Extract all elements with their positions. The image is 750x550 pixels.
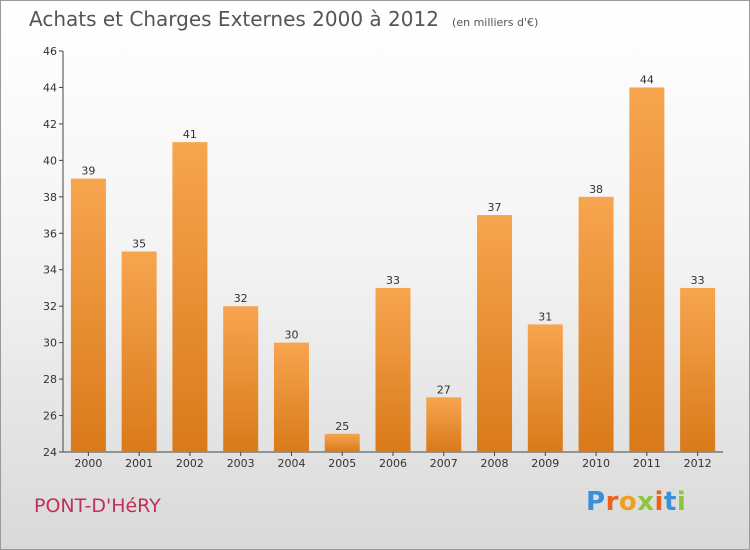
x-tick-label: 2007 <box>430 457 458 470</box>
bar-value-label: 39 <box>81 165 95 178</box>
x-tick-label: 2006 <box>379 457 407 470</box>
chart-title: Achats et Charges Externes 2000 à 2012 <box>29 7 439 31</box>
logo-letter: t <box>663 487 677 517</box>
bar <box>375 287 411 452</box>
chart-unit: (en milliers d'€) <box>452 16 539 29</box>
y-tick-label: 28 <box>43 373 57 386</box>
bar-value-label: 33 <box>691 274 705 287</box>
x-tick-label: 2009 <box>531 457 559 470</box>
x-tick-label: 2000 <box>74 457 102 470</box>
bar <box>273 342 309 452</box>
bar <box>629 87 665 453</box>
logo-letter: r <box>605 487 619 517</box>
y-tick-label: 40 <box>43 154 57 167</box>
x-tick-label: 2008 <box>481 457 509 470</box>
bars <box>70 87 716 453</box>
bar <box>578 196 614 452</box>
logo-letter: i <box>654 487 664 517</box>
x-tick-label: 2011 <box>633 457 661 470</box>
y-tick-label: 46 <box>43 45 57 58</box>
bar-value-label: 44 <box>640 73 654 86</box>
bar-value-label: 32 <box>234 292 248 305</box>
y-tick-label: 44 <box>43 81 57 94</box>
x-tick-label: 2005 <box>328 457 356 470</box>
x-tick-label: 2001 <box>125 457 153 470</box>
y-tick-label: 24 <box>43 446 57 459</box>
bar <box>70 178 106 452</box>
axes: 24 26 28 30 32 34 36 38 40 42 44 46 <box>43 45 723 459</box>
bar-value-label: 38 <box>589 183 603 196</box>
bar <box>172 142 208 453</box>
y-tick-label: 36 <box>43 227 57 240</box>
bar-value-label: 41 <box>183 128 197 141</box>
x-tick-label: 2002 <box>176 457 204 470</box>
bar <box>121 251 157 452</box>
bar-value-label: 30 <box>284 329 298 342</box>
bar-value-label: 37 <box>488 201 502 214</box>
labels: 39 2000 35 2001 41 2002 32 2003 30 2004 25 2005 33 20… <box>74 73 711 470</box>
commune-name: PONT-D'HéRY <box>34 495 161 517</box>
bar <box>223 306 259 452</box>
bar <box>324 433 360 452</box>
x-tick-label: 2004 <box>277 457 305 470</box>
chart-title-block: Achats et Charges Externes 2000 à 2012 (… <box>29 7 538 31</box>
proxiti-logo[interactable]: Proxiti <box>586 487 686 517</box>
bar-value-label: 35 <box>132 238 146 251</box>
bar <box>527 324 563 452</box>
bar-value-label: 25 <box>335 420 349 433</box>
y-tick-label: 42 <box>43 118 57 131</box>
logo-letter: x <box>637 487 655 517</box>
logo-letter: P <box>586 487 606 517</box>
bar-value-label: 31 <box>538 310 552 323</box>
y-tick-label: 34 <box>43 264 57 277</box>
x-tick-label: 2010 <box>582 457 610 470</box>
y-tick-label: 38 <box>43 191 57 204</box>
logo-letter: i <box>676 487 687 517</box>
x-tick-label: 2003 <box>227 457 255 470</box>
bar <box>426 397 462 452</box>
y-tick-label: 32 <box>43 300 57 313</box>
y-tick-label: 26 <box>43 410 57 423</box>
logo-letter: o <box>618 487 638 517</box>
bar-value-label: 33 <box>386 274 400 287</box>
y-tick-label: 30 <box>43 337 57 350</box>
bar-value-label: 27 <box>437 383 451 396</box>
x-tick-label: 2012 <box>684 457 712 470</box>
bar <box>477 215 513 452</box>
bar <box>680 287 716 452</box>
